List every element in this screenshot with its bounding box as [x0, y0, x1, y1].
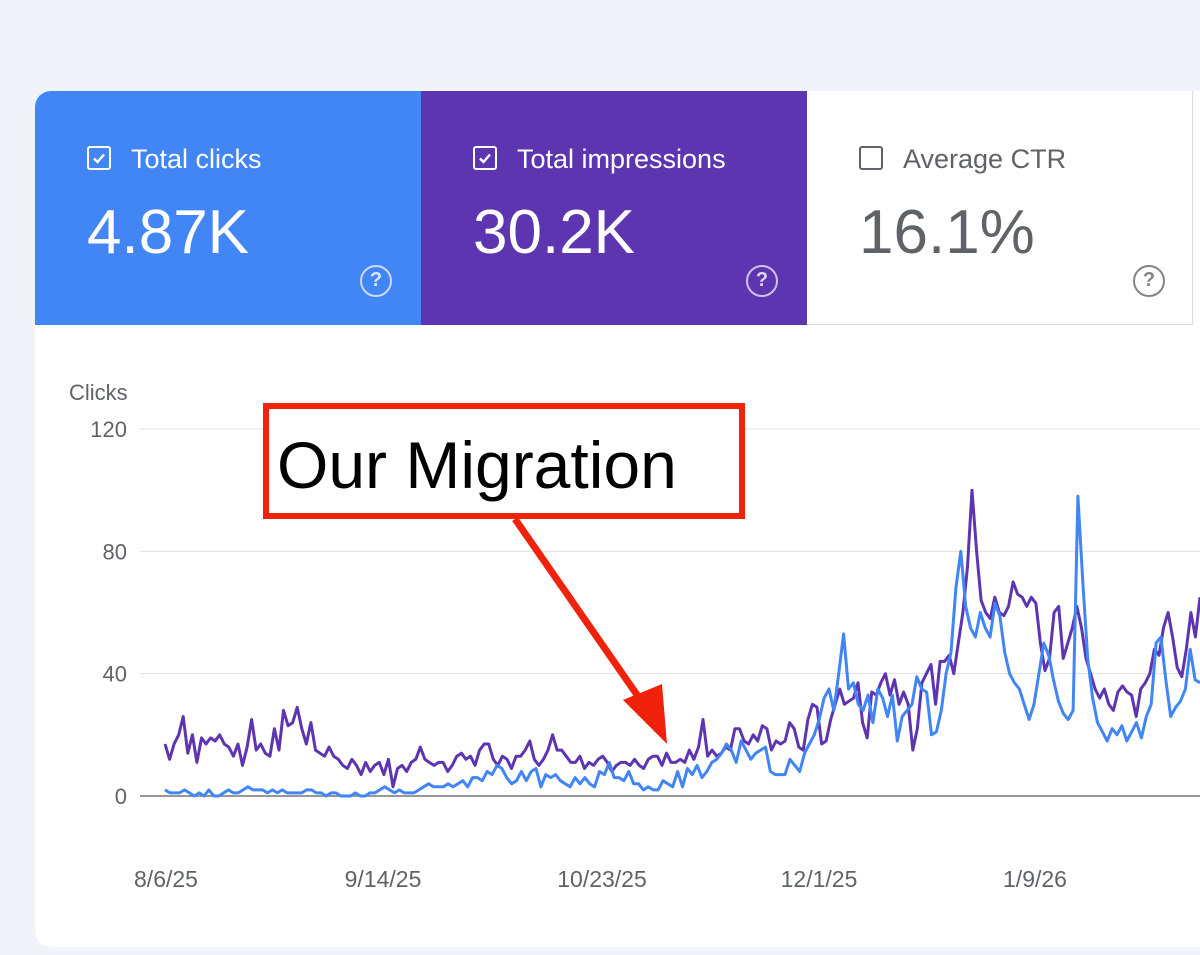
total-clicks-value: 4.87K [87, 198, 250, 267]
y-tick-label: 80 [103, 539, 127, 564]
arrow-head-icon [623, 684, 667, 744]
migration-annotation: Our Migration [263, 403, 745, 519]
series-layer [163, 488, 1200, 798]
x-tick-label: 8/6/25 [134, 866, 198, 892]
total-impressions-card[interactable]: Total impressions 30.2K ? [421, 91, 807, 325]
average-ctr-checkbox[interactable] [859, 146, 883, 170]
x-tick-label: 1/9/26 [1003, 866, 1067, 892]
total-impressions-label: Total impressions [517, 144, 726, 174]
x-tick-label: 10/23/25 [557, 866, 647, 892]
clicks-series-line [164, 494, 1200, 798]
annotation-text: Our Migration [277, 428, 677, 502]
total-clicks-label: Total clicks [131, 144, 262, 174]
migration-arrow [512, 517, 667, 744]
total-clicks-checkbox[interactable] [87, 146, 111, 170]
help-icon[interactable]: ? [1133, 265, 1165, 297]
average-ctr-value: 16.1% [859, 198, 1035, 267]
help-icon[interactable]: ? [360, 265, 392, 297]
average-ctr-label: Average CTR [903, 144, 1067, 174]
checkmark-icon [479, 153, 491, 164]
y-tick-label: 40 [103, 662, 127, 687]
x-tick-label: 12/1/25 [781, 866, 858, 892]
average-ctr-card[interactable]: Average CTR 16.1% ? [807, 91, 1193, 325]
performance-panel: Total clicks 4.87K ? Total impressions 3… [35, 91, 1200, 947]
y-axis-label: Clicks [69, 380, 128, 405]
y-tick-label: 120 [90, 417, 127, 442]
checkmark-icon [93, 153, 105, 164]
total-impressions-checkbox[interactable] [473, 146, 497, 170]
total-impressions-value: 30.2K [473, 198, 636, 267]
help-icon[interactable]: ? [746, 265, 778, 297]
x-tick-label: 9/14/25 [345, 866, 422, 892]
total-clicks-card[interactable]: Total clicks 4.87K ? [35, 91, 421, 325]
y-tick-label: 0 [115, 784, 127, 809]
impressions-series-line [163, 488, 1200, 789]
